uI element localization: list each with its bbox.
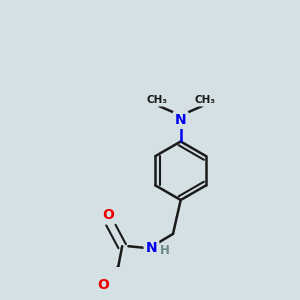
Text: CH₃: CH₃ bbox=[146, 95, 167, 105]
Text: N: N bbox=[146, 241, 157, 255]
Text: N: N bbox=[175, 113, 187, 127]
Text: H: H bbox=[160, 244, 170, 257]
Text: CH₃: CH₃ bbox=[194, 95, 215, 105]
Text: O: O bbox=[97, 278, 109, 292]
Text: O: O bbox=[102, 208, 114, 222]
